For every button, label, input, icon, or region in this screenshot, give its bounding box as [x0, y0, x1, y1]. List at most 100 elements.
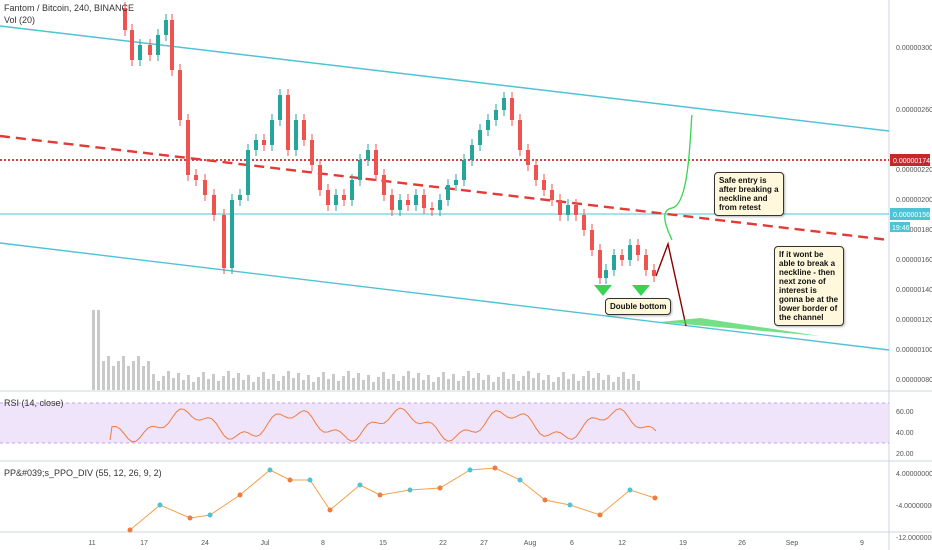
volume-bar	[267, 379, 270, 390]
ppo-dot	[307, 477, 313, 483]
time-tick-label: 6	[570, 540, 574, 547]
double-bottom-marker	[632, 285, 650, 296]
candle-body	[406, 200, 410, 205]
price-tick-label: 0.00000140	[896, 287, 932, 294]
candle-body	[574, 205, 578, 215]
volume-bar	[162, 376, 165, 390]
volume-bar	[142, 366, 145, 390]
candle-body	[254, 140, 258, 150]
price-tick-label: 0.00000160	[896, 257, 932, 264]
candle-body	[462, 160, 466, 180]
time-tick-label: 15	[379, 540, 387, 547]
volume-bar	[212, 374, 215, 390]
time-tick-label: Aug	[524, 540, 537, 547]
volume-bar	[552, 382, 555, 390]
candle-body	[470, 145, 474, 160]
safe-entry-note[interactable]: Safe entry is after breaking a neckline …	[714, 172, 784, 216]
volume-bar	[502, 372, 505, 390]
price-tick-label: 0.00000300	[896, 45, 932, 52]
candle-body	[494, 110, 498, 120]
ppo-tick-label: 4.00000000	[896, 471, 932, 478]
volume-bar	[222, 376, 225, 390]
rsi-tick-label: 20.00	[896, 451, 914, 458]
ppo-dot	[492, 465, 498, 471]
time-tick-label: 22	[439, 540, 447, 547]
countdown-tag-text: 19:46	[892, 225, 910, 232]
candle-body	[212, 195, 216, 215]
candles-layer	[123, 2, 656, 284]
price-tick-label: 0.00000220	[896, 167, 932, 174]
volume-bar	[612, 382, 615, 390]
time-tick-label: 24	[201, 540, 209, 547]
volume-bar	[122, 356, 125, 390]
double-bottom-marker	[594, 285, 612, 296]
ppo-dot	[207, 512, 213, 518]
candle-body	[342, 195, 346, 200]
candle-body	[270, 120, 274, 145]
volume-bar	[532, 378, 535, 390]
volume-bar	[582, 376, 585, 390]
volume-bar	[127, 366, 130, 390]
rsi-label: RSI (14, close)	[4, 398, 64, 408]
time-tick-label: 26	[738, 540, 746, 547]
candle-body	[203, 180, 207, 195]
ppo-dot	[267, 467, 273, 473]
candle-body	[534, 165, 538, 180]
candle-body	[164, 20, 168, 35]
volume-bar	[377, 377, 380, 390]
candle-body	[454, 180, 458, 185]
ppo-dot	[437, 485, 443, 491]
candle-body	[262, 140, 266, 145]
candle-body	[518, 120, 522, 150]
candle-body	[422, 195, 426, 208]
ppo-dot	[287, 477, 293, 483]
candle-body	[414, 195, 418, 205]
target-zone	[660, 318, 820, 336]
volume-bar	[202, 372, 205, 390]
time-tick-label: 19	[679, 540, 687, 547]
ppo-dot	[567, 502, 573, 508]
volume-bar	[207, 379, 210, 390]
volume-label: Vol (20)	[4, 15, 36, 25]
candle-body	[334, 195, 338, 205]
volume-bar	[292, 378, 295, 390]
volume-bar	[602, 380, 605, 390]
candle-body	[438, 200, 442, 210]
volume-bar	[192, 382, 195, 390]
volume-bar	[352, 378, 355, 390]
ppo-dot	[542, 497, 548, 503]
ppo-dot	[237, 492, 243, 498]
candle-body	[358, 160, 362, 180]
volume-bar	[547, 375, 550, 390]
ppo-dot	[187, 515, 193, 521]
volume-bar	[487, 375, 490, 390]
ppo-dot	[357, 482, 363, 488]
volume-bar	[247, 375, 250, 390]
volume-bar	[172, 378, 175, 390]
volume-bar	[177, 373, 180, 390]
ppo-dot	[597, 512, 603, 518]
alt-scenario-note[interactable]: If it wont be able to break a neckline -…	[774, 246, 844, 326]
ppo-dot	[157, 502, 163, 508]
countdown-tag	[890, 222, 910, 232]
volume-bar	[402, 376, 405, 390]
volume-bar	[297, 373, 300, 390]
candle-body	[156, 35, 160, 55]
volume-bar	[572, 374, 575, 390]
candle-body	[652, 270, 656, 276]
volume-bar	[157, 381, 160, 390]
volume-bar	[312, 382, 315, 390]
candle-body	[310, 140, 314, 165]
candle-body	[582, 215, 586, 230]
volume-bar	[482, 380, 485, 390]
volume-bar	[252, 382, 255, 390]
volume-bar	[592, 378, 595, 390]
volume-bar	[412, 378, 415, 390]
volume-bar	[607, 375, 610, 390]
volume-bar	[132, 361, 135, 390]
double-bottom-note[interactable]: Double bottom	[605, 298, 672, 315]
price-tick-label: 0.00000080	[896, 377, 932, 384]
volume-bar	[302, 380, 305, 390]
volume-bar	[392, 374, 395, 390]
